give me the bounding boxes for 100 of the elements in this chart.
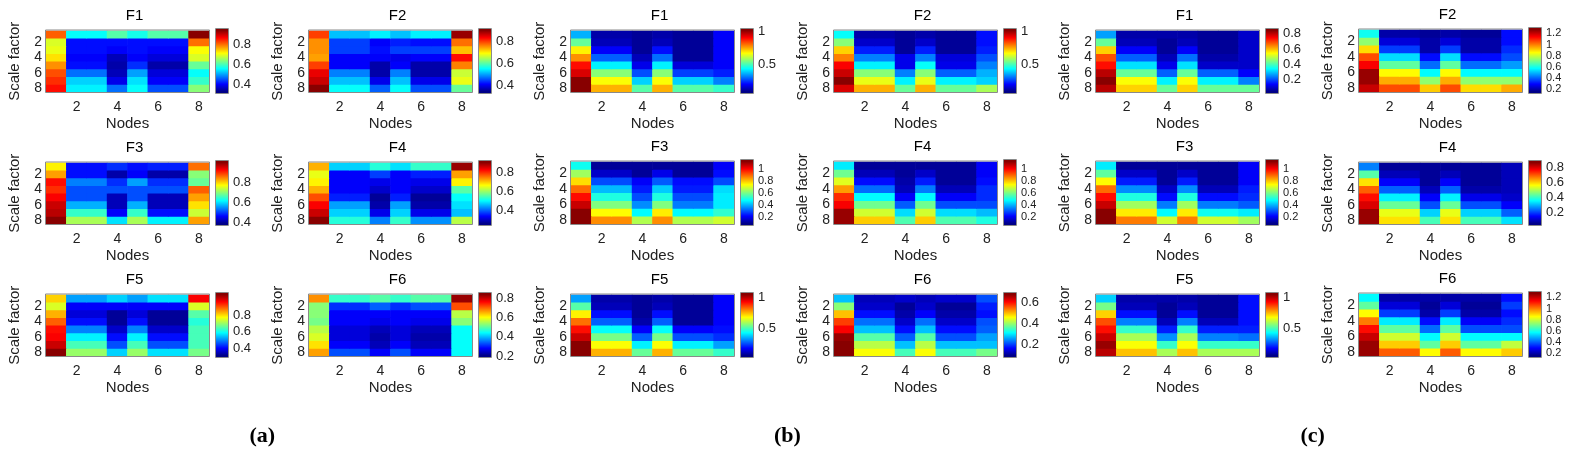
color-bar-label: 0.2 [1021, 336, 1040, 352]
y-axis-title: Scale factor [530, 21, 548, 101]
y-tick-label: 4 [1084, 179, 1093, 196]
y-tick-label: 6 [559, 327, 568, 344]
y-tick-label: 2 [34, 164, 43, 181]
x-tick-label: 4 [113, 361, 122, 378]
y-axis-title: Scale factor [1318, 285, 1336, 365]
chart-title: F4 [913, 136, 932, 154]
color-bar-label: 1 [758, 162, 765, 175]
color-bar-label: 0.8 [1283, 174, 1299, 187]
y-tick-label: 6 [1084, 63, 1093, 80]
y-tick-label: 4 [297, 48, 306, 65]
color-bar-label: 0.6 [1283, 186, 1299, 199]
color-bar-label: 0.4 [1283, 55, 1302, 71]
chart-title: F2 [913, 5, 932, 23]
chart-title: F2 [388, 5, 407, 23]
y-tick-label: 8 [34, 211, 43, 228]
x-axis-title: Nodes [893, 245, 938, 263]
y-tick-label: 6 [822, 327, 831, 344]
color-bar-label: 0.6 [1283, 40, 1302, 56]
color-bar-label: 1 [758, 288, 766, 304]
y-axis-title: Scale factor [1055, 285, 1073, 365]
y-tick-label: 6 [559, 195, 568, 212]
x-tick-label: 2 [860, 361, 869, 378]
y-tick-label: 2 [559, 32, 568, 49]
color-bar-label: 0.4 [1021, 197, 1037, 210]
color-bar-label: 0.8 [233, 306, 252, 322]
x-tick-label: 4 [638, 97, 647, 114]
color-bar-label: 0.6 [1546, 173, 1565, 189]
chart-title: F4 [388, 137, 407, 155]
color-bar-label: 0.2 [758, 209, 774, 222]
y-tick-label: 4 [1084, 312, 1093, 329]
color-bar-label: 1 [1283, 162, 1290, 175]
y-tick-label: 2 [1084, 296, 1093, 313]
x-tick-label: 4 [113, 97, 122, 114]
color-bar-label: 0.6 [496, 55, 515, 71]
color-bar-label: 0.4 [1546, 335, 1562, 348]
y-axis-title: Scale factor [530, 153, 548, 233]
color-bar-label: 1 [758, 23, 766, 39]
x-tick-label: 8 [1244, 97, 1253, 114]
y-tick-label: 8 [34, 79, 43, 96]
y-tick-label: 6 [1347, 63, 1356, 80]
y-tick-label: 8 [1084, 210, 1093, 227]
y-tick-label: 8 [297, 79, 306, 96]
y-tick-label: 2 [297, 296, 306, 313]
x-tick-label: 4 [1426, 97, 1435, 114]
y-tick-label: 2 [822, 32, 831, 49]
x-tick-label: 2 [1385, 97, 1394, 114]
color-bar-label: 0.4 [233, 75, 252, 91]
x-tick-label: 4 [638, 229, 647, 246]
x-tick-label: 6 [1467, 361, 1476, 378]
y-tick-label: 4 [34, 312, 43, 329]
x-tick-label: 6 [417, 97, 426, 114]
y-tick-label: 8 [559, 343, 568, 360]
color-bar-label: 0.4 [496, 202, 515, 218]
chart-title: F3 [125, 137, 144, 155]
y-tick-label: 4 [297, 312, 306, 329]
y-tick-label: 2 [1347, 32, 1356, 49]
y-axis-title: Scale factor [793, 21, 811, 101]
y-tick-label: 8 [1084, 343, 1093, 360]
color-bar-label: 1 [1546, 301, 1553, 314]
x-tick-label: 8 [1244, 361, 1253, 378]
x-tick-label: 2 [597, 229, 606, 246]
x-tick-label: 4 [376, 229, 385, 246]
y-tick-label: 2 [1347, 296, 1356, 313]
y-tick-label: 2 [559, 296, 568, 313]
y-tick-label: 6 [34, 327, 43, 344]
x-tick-label: 6 [942, 361, 951, 378]
y-tick-label: 2 [822, 164, 831, 181]
x-tick-label: 6 [417, 361, 426, 378]
y-tick-label: 6 [822, 195, 831, 212]
x-tick-label: 2 [860, 97, 869, 114]
x-tick-label: 8 [982, 361, 991, 378]
x-tick-label: 6 [1467, 97, 1476, 114]
y-tick-label: 2 [822, 296, 831, 313]
x-tick-label: 2 [72, 361, 81, 378]
x-axis-title: Nodes [1155, 113, 1200, 131]
y-tick-label: 8 [822, 210, 831, 227]
x-axis-title: Nodes [1418, 377, 1463, 395]
y-tick-label: 4 [1347, 180, 1356, 197]
x-tick-label: 6 [1204, 361, 1213, 378]
color-bar-label: 0.2 [496, 347, 515, 363]
text: (c) [1300, 422, 1325, 447]
x-tick-label: 6 [679, 229, 688, 246]
x-tick-label: 2 [335, 229, 344, 246]
x-tick-label: 4 [113, 229, 122, 246]
x-tick-label: 6 [942, 229, 951, 246]
x-axis-title: Nodes [893, 377, 938, 395]
x-tick-label: 2 [72, 97, 81, 114]
x-tick-label: 6 [1204, 229, 1213, 246]
x-axis-title: Nodes [893, 113, 938, 131]
color-bar-label: 0.6 [1021, 186, 1037, 199]
y-tick-label: 8 [1347, 78, 1356, 95]
y-tick-label: 4 [822, 179, 831, 196]
y-tick-label: 4 [1084, 48, 1093, 65]
y-tick-label: 2 [34, 296, 43, 313]
x-tick-label: 8 [719, 97, 728, 114]
color-bar-label: 0.4 [1021, 315, 1040, 331]
y-tick-label: 2 [297, 32, 306, 49]
color-bar-label: 0.6 [758, 186, 774, 199]
